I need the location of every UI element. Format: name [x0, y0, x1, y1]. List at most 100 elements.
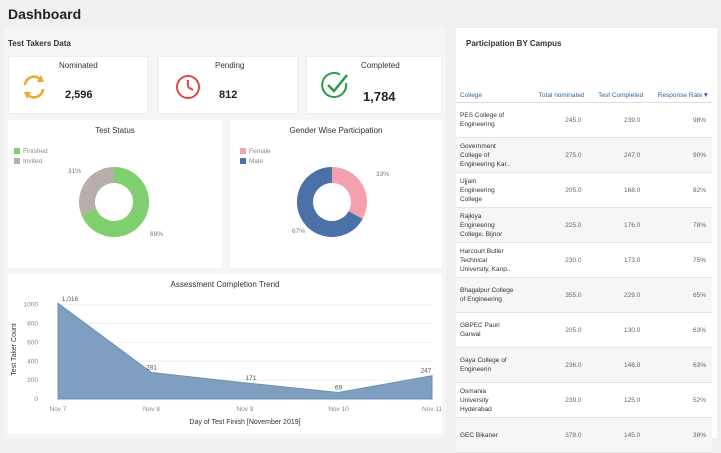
cell-nominated: 239.0 [528, 382, 588, 418]
chart-title: Assessment Completion Trend [171, 280, 280, 289]
donut-slice-female[interactable] [331, 167, 367, 219]
gender-pct-female: 33% [376, 171, 390, 178]
table-row[interactable]: Osmania University Hyderabad 239.0 125.0 52% [456, 382, 712, 418]
gender-card: Gender Wise Participation Female Male 33… [230, 120, 442, 268]
test-status-legend: Finished Invited [14, 146, 48, 166]
trend-area[interactable] [57, 302, 433, 400]
legend-swatch-female [240, 148, 246, 154]
cell-nominated: 225.0 [528, 207, 588, 243]
table-row[interactable]: Gaya College of Engineerin 236.0 148.0 63% [456, 347, 712, 383]
table-row[interactable]: GBPEC Pauri Garwal 205.0 130.0 63% [456, 312, 712, 348]
legend-label-female: Female [249, 147, 271, 155]
table-row[interactable]: Harcourt Butler Technical University, Kanp… [456, 242, 712, 278]
table-row[interactable]: PES College of Engineering 245.0 239.0 98% [456, 102, 712, 138]
col-college[interactable]: College [456, 88, 528, 103]
college-line: University, Kanp.. [460, 265, 511, 273]
data-label: 1,016 [62, 296, 79, 303]
cell-completed: 176.0 [587, 207, 647, 243]
college-line: Garwal [460, 331, 481, 338]
refresh-icon [23, 75, 45, 99]
table-row[interactable]: GEC Bikaner 378.0 145.0 38% [456, 417, 712, 453]
campus-table-header: College Total nominated Test Completed R… [456, 88, 712, 103]
gender-pct-male: 67% [292, 228, 306, 235]
college-line: Rajkiya [460, 212, 482, 220]
cell-nominated: 275.0 [528, 137, 588, 173]
college-line: University [460, 396, 489, 404]
y-axis-label: Test Taker Count [11, 323, 18, 375]
data-label: 281 [146, 365, 157, 372]
cell-college: PES College of Engineering [456, 102, 528, 138]
x-tick-label: Nov 8 [143, 406, 160, 413]
data-label: 247 [421, 368, 432, 375]
test-status-title: Test Status [95, 126, 135, 135]
college-line: Ujjain [460, 177, 477, 185]
legend-label-male: Male [249, 157, 264, 165]
col-total-nominated[interactable]: Total nominated [528, 88, 588, 103]
college-line: GEC Bikaner [460, 431, 498, 439]
kpi-nominated: Nominated 2,596 [8, 56, 148, 114]
page-title: Dashboard [8, 6, 82, 22]
legend-swatch-finished [14, 148, 20, 154]
table-row[interactable]: Rajkiya Engineering College, Bijnor 225.0 17… [456, 207, 712, 243]
cell-rate: 38% [646, 417, 712, 453]
college-line: Gaya College of [460, 357, 507, 364]
kpi-pending: Pending 812 [158, 56, 298, 114]
cell-rate: 52% [646, 382, 712, 418]
cell-completed: 125.0 [587, 382, 647, 418]
cell-rate: 98% [646, 102, 712, 138]
donut-slice-finished[interactable] [81, 167, 149, 237]
cell-rate: 63% [646, 312, 712, 348]
y-tick-label: 1000 [24, 302, 39, 309]
gender-title: Gender Wise Participation [289, 126, 383, 135]
cell-completed: 145.0 [587, 417, 647, 453]
cell-completed: 239.0 [587, 102, 647, 138]
donut-slice-invited[interactable] [79, 167, 115, 215]
cell-rate: 90% [646, 137, 712, 173]
cell-college: Osmania University Hyderabad [456, 382, 528, 418]
campus-panel: Participation BY Campus College Total no… [456, 28, 717, 453]
college-line: of Engineering [460, 296, 502, 303]
cell-rate: 63% [646, 347, 712, 383]
college-line: Bhagalpur College [460, 287, 514, 294]
college-line: Engineering [460, 121, 495, 128]
cell-nominated: 230.0 [528, 242, 588, 278]
col-response-rate[interactable]: Response Rate▼ [646, 88, 712, 103]
trend-chart: Assessment Completion Trend 0 200 400 600 800… [11, 280, 442, 426]
y-tick-label: 200 [27, 377, 38, 384]
cell-nominated: 355.0 [528, 277, 588, 313]
college-line: College of [460, 151, 490, 159]
x-tick-label: Nov 7 [50, 406, 67, 413]
cell-nominated: 378.0 [528, 417, 588, 453]
test-status-pct-finished: 69% [150, 231, 164, 238]
x-tick-label: Nov 10 [328, 406, 349, 413]
y-tick-label: 600 [27, 339, 38, 346]
donut-slice-male[interactable] [297, 167, 363, 237]
data-label: 69 [335, 384, 343, 391]
col-test-completed[interactable]: Test Completed [587, 88, 647, 103]
kpi-pending-label: Pending [215, 61, 245, 70]
cell-rate: 65% [646, 277, 712, 313]
college-line: Hyderabad [460, 405, 492, 413]
table-row[interactable]: Ujjain Engineering College 205.0 168.0 82% [456, 172, 712, 208]
campus-table: College Total nominated Test Completed R… [456, 88, 712, 453]
test-status-pct-invited: 31% [68, 168, 82, 175]
data-label: 171 [246, 375, 257, 382]
college-line: GBPEC Pauri [460, 322, 500, 329]
cell-completed: 130.0 [587, 312, 647, 348]
kpi-completed-label: Completed [361, 61, 400, 70]
x-tick-label: Nov 11 [422, 406, 442, 413]
kpi-completed: Completed 1,784 [306, 56, 442, 114]
college-line: Engineering [460, 221, 495, 229]
table-row[interactable]: Government College of Engineering Kar.. 275… [456, 137, 712, 173]
cell-college: Rajkiya Engineering College, Bijnor [456, 207, 528, 243]
college-line: Government [460, 142, 496, 150]
test-takers-label: Test Takers Data [8, 39, 71, 48]
table-row[interactable]: Bhagalpur College of Engineering 355.0 229.… [456, 277, 712, 313]
cell-college: Harcourt Butler Technical University, Kanp… [456, 242, 528, 278]
y-tick-label: 400 [27, 358, 38, 365]
kpi-nominated-value: 2,596 [65, 89, 93, 101]
kpi-pending-value: 812 [219, 89, 238, 101]
gender-legend: Female Male [240, 146, 271, 166]
sort-icon[interactable]: ▼ [702, 91, 709, 99]
legend-swatch-invited [14, 158, 20, 164]
